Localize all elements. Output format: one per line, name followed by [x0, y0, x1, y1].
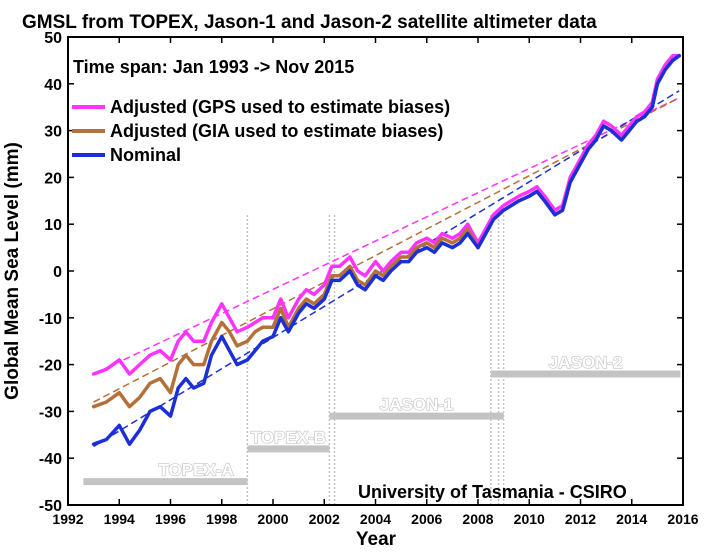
x-tick-label: 2014	[616, 511, 647, 527]
legend-label-gia: Adjusted (GIA used to estimate biases)	[110, 121, 443, 141]
y-tick-label: -40	[39, 451, 62, 468]
x-axis-label: Year	[356, 529, 397, 550]
chart-subtitle: Time span: Jan 1993 -> Nov 2015	[73, 57, 354, 77]
chart-title: GMSL from TOPEX, Jason-1 and Jason-2 sat…	[22, 12, 597, 33]
x-tick-label: 1994	[104, 511, 135, 527]
x-tick-label: 2016	[667, 511, 698, 527]
y-tick-label: 10	[44, 217, 62, 234]
x-tick-label: 1998	[206, 511, 237, 527]
y-tick-label: -10	[39, 311, 62, 328]
x-tick-label: 2004	[360, 511, 391, 527]
mission-label-jason-1: JASON-1	[380, 395, 454, 414]
y-tick-label: 30	[44, 124, 62, 141]
series-line-nominal	[91, 53, 681, 446]
x-tick-label: 2008	[462, 511, 493, 527]
credit-label: University of Tasmania - CSIRO	[358, 482, 627, 502]
y-axis-ticks: -50 -40 -30 -20 -10 0 10 20 30 40 50	[39, 30, 683, 515]
x-tick-label: 1992	[52, 511, 83, 527]
legend: Adjusted (GPS used to estimate biases) A…	[72, 97, 450, 165]
series-line-gps	[91, 53, 681, 376]
y-tick-label: 20	[44, 170, 62, 187]
x-tick-label: 2012	[565, 511, 596, 527]
legend-label-nominal: Nominal	[110, 145, 181, 165]
trend-line-gps	[93, 97, 680, 375]
y-tick-label: 40	[44, 77, 62, 94]
y-tick-label: -50	[39, 498, 62, 515]
y-tick-label: -20	[39, 358, 62, 375]
x-tick-label: 2010	[514, 511, 545, 527]
y-axis-label: Global Mean Sea Level (mm)	[2, 142, 23, 400]
series-lines	[91, 53, 681, 446]
mission-label-jason-2: JASON-2	[549, 353, 623, 372]
x-tick-label: 2002	[309, 511, 340, 527]
mission-label-topex-a: TOPEX-A	[158, 461, 233, 480]
y-tick-label: 0	[53, 264, 62, 281]
y-tick-label: 50	[44, 30, 62, 47]
mission-label-topex-b: TOPEX-B	[251, 428, 326, 447]
x-tick-label: 1996	[155, 511, 186, 527]
mission-bars: TOPEX-A TOPEX-B JASON-1 JASON-2	[83, 214, 681, 505]
x-tick-label: 2006	[411, 511, 442, 527]
y-tick-label: -30	[39, 404, 62, 421]
x-axis-ticks: 1992 1994 1996 1998 2000 2002 2004 2006 2008 2010…	[52, 37, 699, 527]
x-tick-label: 2000	[257, 511, 288, 527]
legend-label-gps: Adjusted (GPS used to estimate biases)	[110, 97, 450, 117]
